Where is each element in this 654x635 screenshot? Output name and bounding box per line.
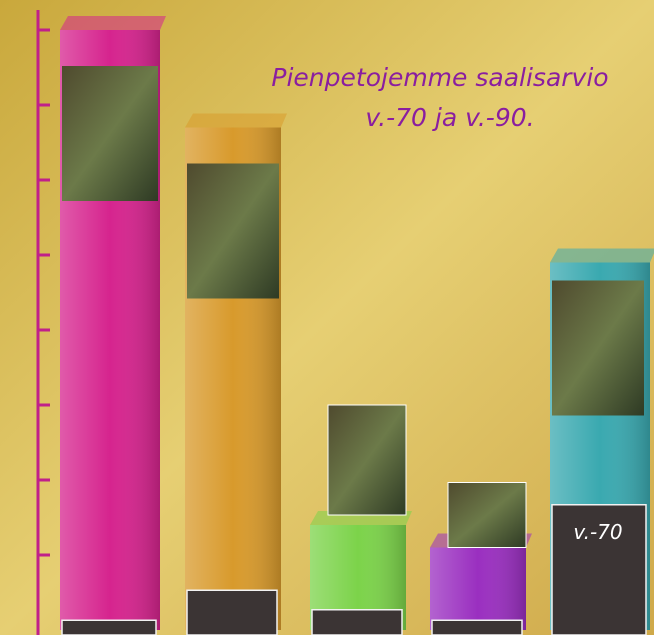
chart: Pienpetojemme saalisarvio v.-70 ja v.-90… [0, 0, 654, 635]
animal-photo [448, 483, 526, 548]
chart-subtitle: v.-70 ja v.-90. [365, 103, 534, 132]
animal-photo [552, 281, 644, 416]
legend-label: v.-70 [573, 520, 622, 544]
bar-top [60, 16, 166, 30]
bar [187, 590, 277, 635]
bar-shade [430, 548, 526, 631]
chart-title: Pienpetojemme saalisarvio [271, 63, 608, 92]
animal-photo [187, 164, 279, 299]
bar [62, 620, 156, 635]
bar-top [550, 249, 654, 263]
bar [432, 620, 522, 635]
bar [312, 610, 402, 635]
animal-photo [62, 66, 158, 201]
bar-top [185, 114, 287, 128]
animal-photo [328, 405, 406, 515]
